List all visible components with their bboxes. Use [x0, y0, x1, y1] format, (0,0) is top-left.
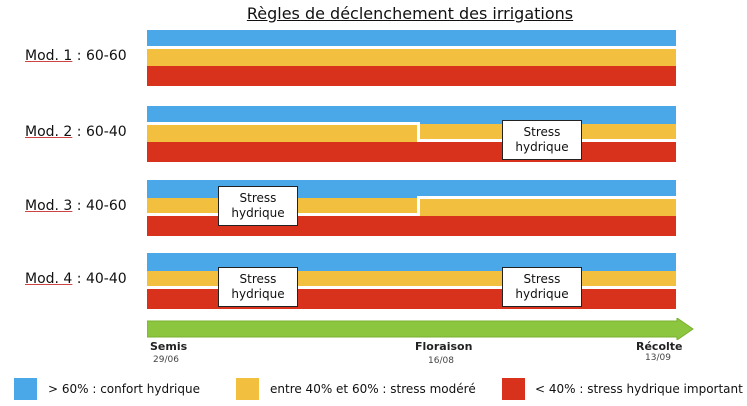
model-rule: : 60-40: [72, 124, 127, 140]
model-label-4: Mod. 4 : 40-40: [25, 271, 127, 287]
comfort-band: [147, 30, 418, 46]
moderate-band: [147, 125, 418, 142]
model-label-1: Mod. 1 : 60-60: [25, 48, 127, 64]
moderate-band: [418, 199, 676, 216]
stress-box: Stress hydrique: [502, 120, 582, 160]
legend-label-severe: < 40% : stress hydrique important: [535, 382, 743, 396]
stress-box: Stress hydrique: [218, 267, 298, 307]
threshold-step: [417, 196, 420, 216]
moderate-band: [147, 49, 418, 66]
moderate-band: [418, 49, 676, 66]
timeline-stage-recolte: Récolte: [636, 340, 683, 353]
legend-swatch-comfort: [14, 378, 37, 400]
model-row-4: Stress hydrique Stress hydrique: [147, 253, 676, 309]
legend-label-comfort: > 60% : confort hydrique: [48, 382, 200, 396]
comfort-band: [418, 180, 676, 196]
model-row-3: Stress hydrique: [147, 180, 676, 236]
model-label-2: Mod. 2 : 60-40: [25, 124, 127, 140]
diagram-title: Règles de déclenchement des irrigations: [246, 4, 574, 23]
stress-box: Stress hydrique: [502, 267, 582, 307]
model-row-2: Stress hydrique: [147, 106, 676, 162]
model-row-1: [147, 30, 676, 86]
timeline-date-recolte: 13/09: [645, 353, 671, 363]
model-name: Mod. 2: [25, 124, 73, 140]
model-name: Mod. 3: [25, 198, 73, 214]
legend-swatch-moderate: [236, 378, 259, 400]
comfort-band: [147, 253, 418, 271]
severe-band: [418, 216, 676, 236]
model-rule: : 40-40: [72, 271, 127, 287]
comfort-band: [418, 30, 676, 46]
comfort-band: [147, 106, 418, 122]
timeline-arrow: [146, 317, 695, 344]
model-name: Mod. 1: [25, 48, 73, 64]
timeline-date-semis: 29/06: [153, 355, 179, 365]
timeline-stage-semis: Semis: [150, 340, 188, 353]
model-rule: : 60-60: [72, 48, 127, 64]
model-label-3: Mod. 3 : 40-60: [25, 198, 127, 214]
severe-band: [147, 216, 418, 236]
model-name: Mod. 4: [25, 271, 73, 287]
model-rule: : 40-60: [72, 198, 127, 214]
severe-band: [147, 142, 418, 162]
comfort-band: [418, 253, 676, 271]
severe-band: [418, 66, 676, 86]
legend-swatch-severe: [502, 378, 525, 400]
comfort-band: [418, 106, 676, 124]
timeline-date-floraison: 16/08: [428, 356, 454, 366]
stress-box: Stress hydrique: [218, 186, 298, 226]
timeline-stage-floraison: Floraison: [415, 340, 473, 353]
severe-band: [147, 66, 418, 86]
threshold-step: [417, 122, 420, 142]
legend-label-moderate: entre 40% et 60% : stress modéré: [270, 382, 476, 396]
